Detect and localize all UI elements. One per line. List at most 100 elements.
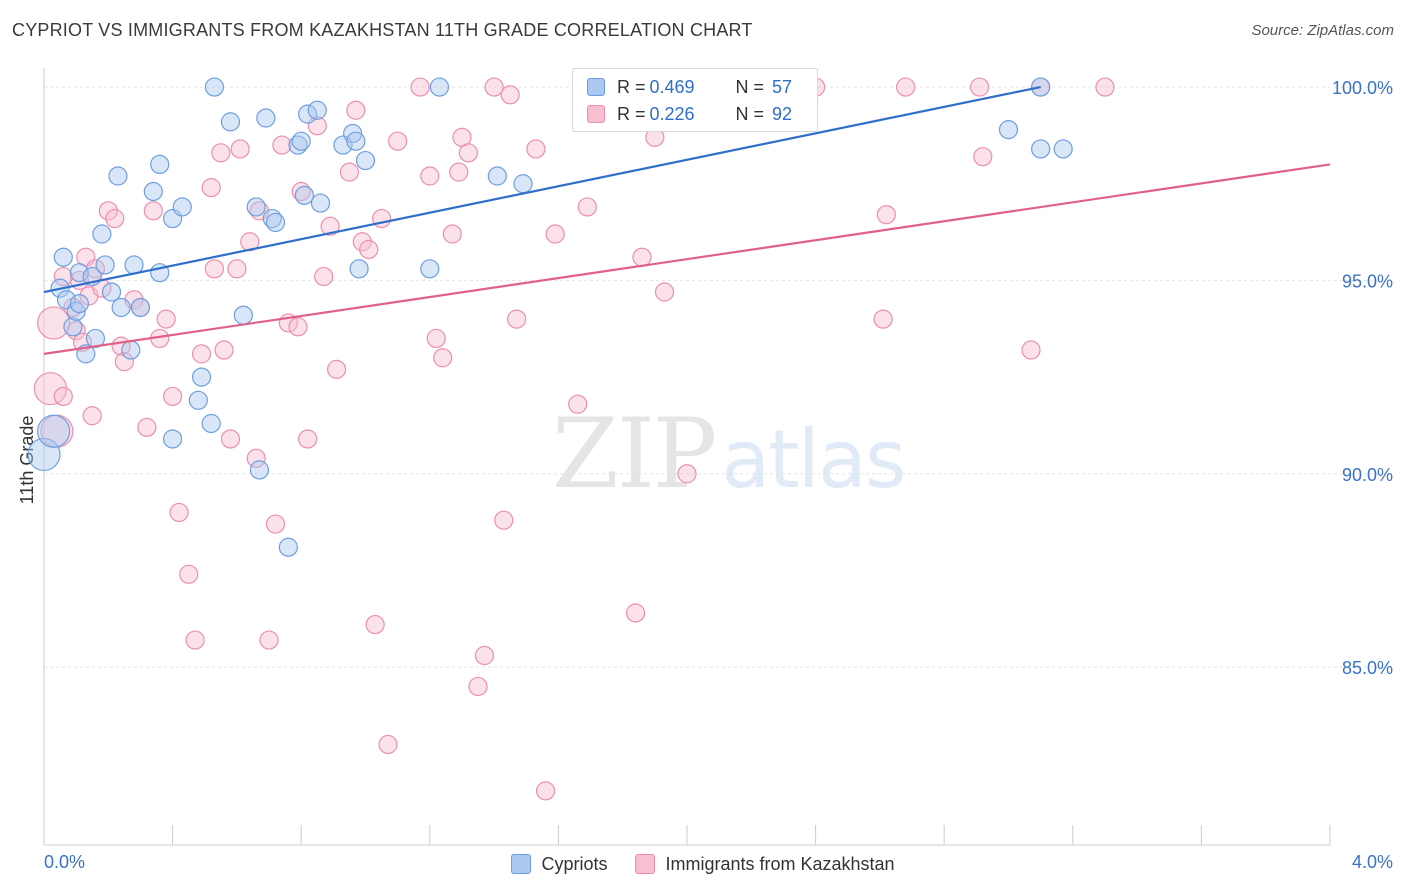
cypriot-point (429, 77, 450, 97)
legend-n-value: 92 (772, 103, 793, 124)
cypriot-point (355, 150, 376, 171)
kazakhstan-point (298, 429, 318, 449)
legend-r-label: R = (617, 76, 646, 97)
cypriot-point (188, 390, 208, 410)
kazakhstan-point (654, 282, 675, 302)
cypriot-point (191, 367, 212, 387)
kazakhstan-point (211, 143, 231, 163)
kazakhstan-point (105, 208, 125, 229)
cypriot-point (343, 123, 363, 144)
kazakhstan-point (577, 197, 597, 217)
kazakhstan-point (625, 603, 646, 623)
kazakhstan-point (365, 614, 385, 635)
kazakhstan-point (246, 448, 266, 468)
y-tick-label: 100.0% (1332, 78, 1393, 98)
kazakhstan-point (378, 734, 398, 755)
cypriots-trendline (43, 85, 1041, 294)
cypriot-point (298, 104, 318, 124)
kazakhstan-point (33, 372, 68, 406)
kazakhstan-point (484, 77, 504, 97)
legend-n-value: 57 (772, 76, 793, 97)
series-legend: Cypriots Immigrants from Kazakhstan (0, 852, 1406, 876)
kazakhstan-point (82, 406, 102, 426)
legend-label-kazakhstan: Immigrants from Kazakhstan (665, 853, 895, 874)
legend-row-kazakhstan: R = 0.226 N = 92 (587, 102, 792, 126)
cypriot-point (69, 263, 89, 283)
cypriot-point (53, 247, 73, 267)
legend-item-kazakhstan: Immigrants from Kazakhstan (635, 853, 895, 875)
y-tick-label: 85.0% (1342, 658, 1393, 678)
kazakhstan-point (969, 77, 990, 97)
kazakhstan-point (314, 266, 334, 287)
kazakhstan-point (474, 645, 495, 666)
kazakhstan-point (179, 564, 199, 584)
kazakhstan-point (227, 259, 247, 279)
kazakhstan-point (433, 348, 453, 368)
cypriot-point (1053, 139, 1073, 159)
kazakhstan-point (442, 224, 462, 244)
kazakhstan-point (98, 201, 118, 221)
legend-r-value: 0.226 (649, 103, 695, 124)
kazakhstan-point (449, 162, 469, 182)
kazakhstan-point (973, 147, 993, 167)
kazakhstan-point (1095, 77, 1115, 97)
chart-title: CYPRIOT VS IMMIGRANTS FROM KAZAKHSTAN 11… (12, 20, 753, 40)
cypriot-point (349, 259, 369, 279)
kazakhstan-point (535, 781, 556, 801)
kazakhstan-point (191, 344, 212, 364)
kazakhstan-point (169, 502, 189, 523)
cypriot-point (130, 297, 151, 318)
legend-n-label: N = (735, 103, 765, 124)
cypriot-point (63, 317, 83, 337)
x-tick-label-max: 4.0% (1352, 852, 1393, 872)
kazakhstan-point (568, 394, 588, 414)
cypriot-point (307, 100, 327, 120)
y-axis-label: 11th Grade (17, 416, 37, 505)
kazakhstan-point (156, 309, 176, 329)
kazakhstan-point (137, 417, 157, 437)
cypriot-point (246, 197, 266, 217)
kazakhstan-point (500, 85, 520, 105)
kazakhstan-point (677, 464, 697, 484)
kazakhstan-point (220, 429, 241, 449)
cypriot-point (513, 174, 533, 194)
kazakhstan-point (85, 259, 106, 279)
cypriot-point (310, 193, 331, 213)
kazakhstan-point (163, 386, 183, 407)
cypriot-point (69, 294, 89, 314)
cypriots-swatch (511, 854, 532, 874)
kazakhstan-point (1021, 340, 1041, 360)
legend-n-label: N = (735, 76, 765, 97)
kazakhstan-point (346, 100, 366, 120)
legend-label-cypriots: Cypriots (541, 853, 608, 874)
kazakhstan-point (272, 135, 292, 155)
cypriot-point (256, 108, 276, 128)
legend-r-value: 0.469 (649, 76, 695, 97)
kazakhstan-point (420, 166, 440, 186)
kazakhstan-point (632, 247, 652, 267)
kazakhstan-point (468, 676, 488, 697)
cypriot-point (278, 537, 298, 557)
cypriot-point (998, 120, 1019, 140)
kazakhstan-point (259, 630, 279, 650)
kazakhstan-point (185, 630, 205, 650)
cypriot-point (121, 340, 141, 360)
cypriot-point (66, 301, 86, 321)
cypriot-point (346, 131, 366, 151)
kazakhstan-point (352, 232, 372, 252)
kazakhstan-point (265, 514, 286, 534)
kazakhstan-point (545, 224, 565, 244)
cypriot-point (108, 166, 128, 186)
kazakhstan-point (37, 306, 71, 340)
cypriot-point (172, 197, 192, 217)
kazakhstan-point (53, 266, 73, 287)
kazakhstan-point (320, 216, 340, 236)
cypriot-point (101, 282, 122, 302)
cypriots-swatch (587, 78, 605, 96)
kazakhstan-point (896, 77, 916, 97)
kazakhstan-point (143, 201, 163, 221)
source-label: Source: ZipAtlas.com (1251, 22, 1394, 39)
kazakhstan-swatch (635, 854, 656, 874)
kazakhstan-point (359, 239, 379, 260)
kazakhstan-point (201, 178, 221, 198)
